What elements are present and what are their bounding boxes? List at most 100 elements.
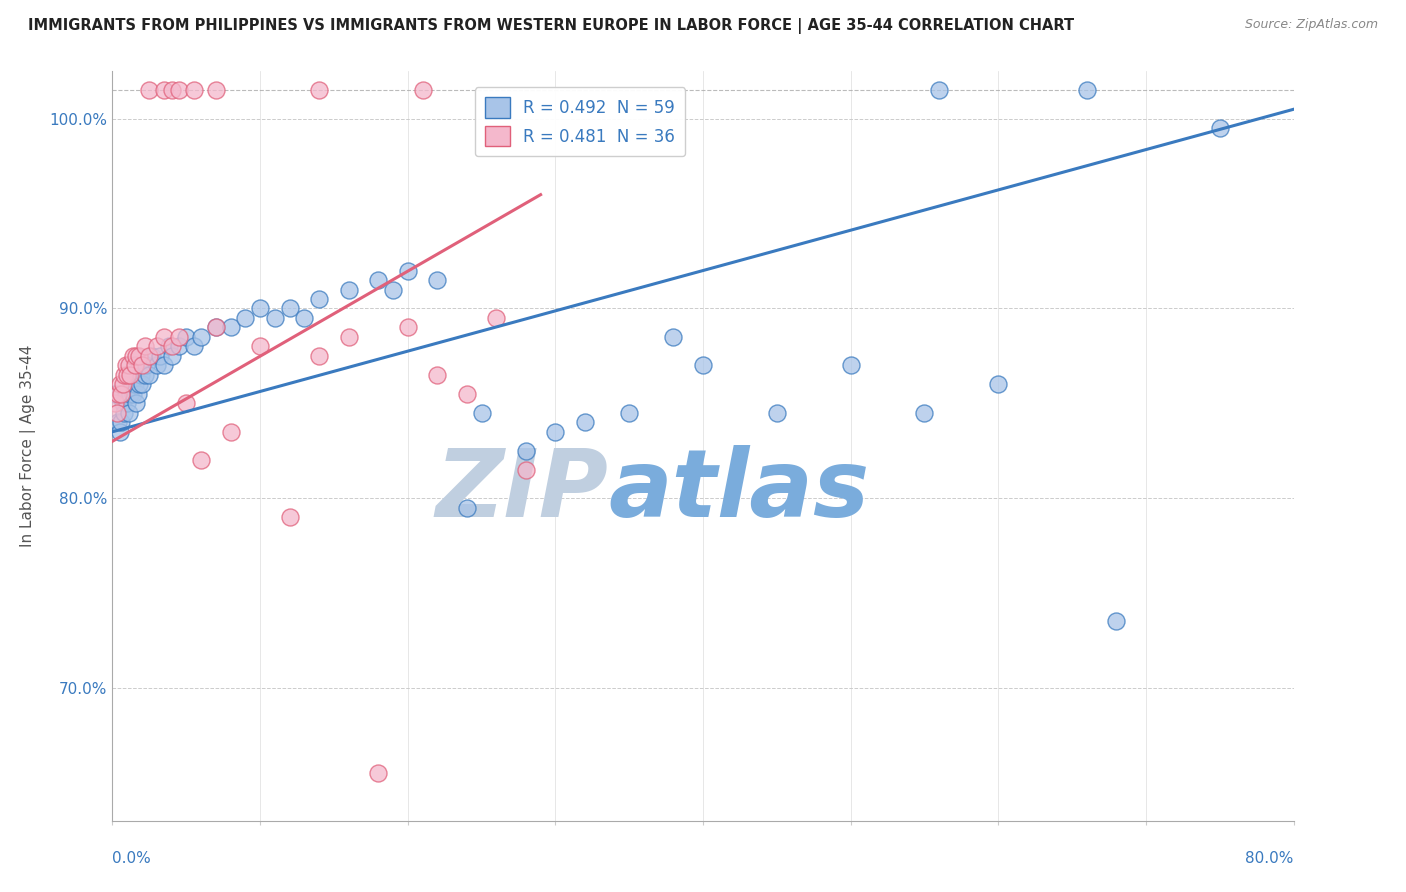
Point [426, 368, 449, 382]
Text: ZIP: ZIP [436, 445, 609, 537]
Point [107, 387, 129, 401]
Point [515, 463, 537, 477]
Point [233, 310, 256, 325]
Point [183, 83, 205, 97]
Legend: R = 0.492  N = 59, R = 0.481  N = 36: R = 0.492 N = 59, R = 0.481 N = 36 [475, 87, 685, 156]
Point [839, 359, 862, 373]
Text: Source: ZipAtlas.com: Source: ZipAtlas.com [1244, 18, 1378, 31]
Point [127, 387, 149, 401]
Point [153, 83, 176, 97]
Point [131, 359, 153, 373]
Point [121, 377, 143, 392]
Point [456, 500, 478, 515]
Point [125, 349, 148, 363]
Point [574, 415, 596, 429]
Point [205, 320, 228, 334]
Point [382, 283, 405, 297]
Point [160, 83, 183, 97]
Point [128, 377, 150, 392]
Point [692, 359, 714, 373]
Point [118, 406, 141, 420]
Point [308, 83, 330, 97]
Point [987, 377, 1010, 392]
Point [124, 377, 146, 392]
Point [141, 349, 163, 363]
Text: 80.0%: 80.0% [1246, 851, 1294, 865]
Point [138, 349, 160, 363]
Point [153, 359, 176, 373]
Point [219, 425, 242, 439]
Point [118, 359, 141, 373]
Point [264, 310, 287, 325]
Point [114, 387, 136, 401]
Text: 0.0%: 0.0% [112, 851, 152, 865]
Y-axis label: In Labor Force | Age 35-44: In Labor Force | Age 35-44 [20, 345, 35, 547]
Point [308, 349, 330, 363]
Point [205, 320, 228, 334]
Point [114, 359, 136, 373]
Point [485, 310, 508, 325]
Point [1076, 83, 1098, 97]
Point [149, 349, 172, 363]
Point [134, 339, 156, 353]
Point [125, 396, 148, 410]
Point [515, 443, 537, 458]
Point [174, 330, 197, 344]
Point [134, 368, 156, 382]
Point [426, 273, 449, 287]
Point [138, 83, 160, 97]
Point [157, 339, 180, 353]
Point [928, 83, 950, 97]
Point [1208, 121, 1232, 136]
Point [107, 415, 129, 429]
Point [110, 415, 132, 429]
Point [662, 330, 685, 344]
Point [190, 453, 212, 467]
Point [112, 406, 135, 420]
Point [249, 339, 271, 353]
Point [132, 359, 155, 373]
Point [396, 263, 419, 277]
Point [117, 368, 138, 382]
Point [108, 425, 131, 439]
Point [128, 349, 150, 363]
Point [124, 359, 146, 373]
Point [122, 349, 145, 363]
Point [766, 406, 789, 420]
Point [205, 83, 228, 97]
Point [914, 406, 936, 420]
Point [160, 339, 183, 353]
Point [367, 273, 389, 287]
Point [108, 377, 131, 392]
Point [249, 301, 271, 316]
Point [120, 387, 142, 401]
Point [117, 396, 138, 410]
Point [396, 320, 419, 334]
Point [278, 510, 301, 524]
Point [111, 377, 134, 392]
Point [278, 301, 301, 316]
Point [138, 368, 160, 382]
Point [174, 396, 197, 410]
Point [146, 359, 169, 373]
Point [105, 406, 128, 420]
Point [183, 339, 205, 353]
Point [129, 368, 152, 382]
Point [153, 330, 176, 344]
Point [104, 387, 127, 401]
Point [219, 320, 242, 334]
Point [337, 330, 360, 344]
Point [337, 283, 360, 297]
Point [112, 368, 135, 382]
Point [146, 339, 169, 353]
Point [160, 349, 183, 363]
Point [544, 425, 567, 439]
Point [470, 406, 494, 420]
Point [167, 330, 190, 344]
Point [167, 83, 190, 97]
Point [619, 406, 641, 420]
Point [412, 83, 434, 97]
Point [104, 396, 127, 410]
Point [367, 766, 389, 780]
Point [1105, 615, 1128, 629]
